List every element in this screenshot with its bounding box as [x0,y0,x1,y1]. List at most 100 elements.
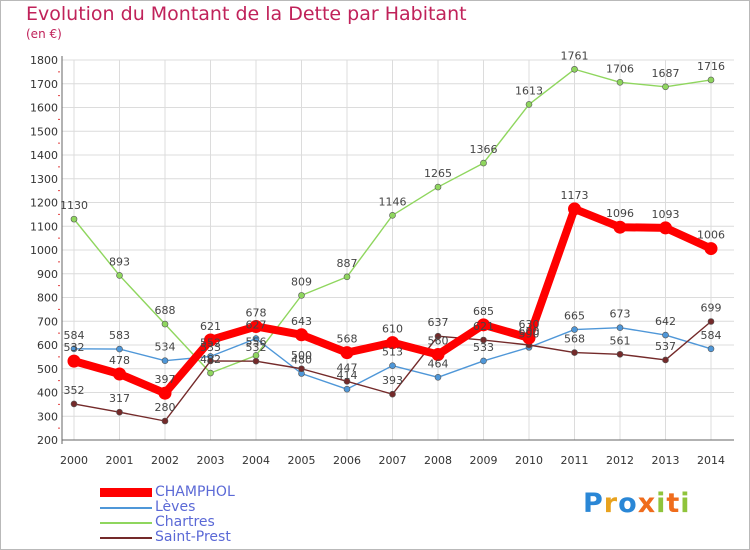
data-point-lèves [161,357,169,364]
data-label-saint-prest: 561 [610,334,631,347]
data-label-chartres: 1146 [379,195,407,208]
data-point-lèves [434,373,442,381]
data-point-champhol [568,202,581,216]
data-label-saint-prest: 532 [246,341,267,354]
x-tick-label: 2002 [151,454,179,467]
legend-swatch-champhol [100,488,152,497]
data-label-lèves: 642 [655,315,676,328]
data-label-chartres: 1761 [561,49,589,62]
data-point-lèves [389,362,396,369]
data-point-champhol [613,220,627,234]
data-label-lèves: 590 [519,327,540,340]
data-point-champhol [204,333,217,347]
y-tick-label: 1500 [30,125,58,138]
data-point-saint-prest [207,357,214,365]
data-label-champhol: 1096 [606,207,634,220]
logo-letter: P [583,488,604,519]
y-tick-label: 1000 [30,244,58,257]
data-label-chartres: 1716 [697,60,725,73]
data-label-champhol: 621 [200,320,221,333]
data-point-lèves [707,345,715,353]
logo-letter: o [618,488,638,519]
data-label-champhol: 678 [246,306,267,319]
data-label-lèves: 627 [246,319,267,332]
y-tick-label: 1100 [30,220,58,233]
x-tick-label: 2010 [515,454,543,467]
data-point-saint-prest [616,350,624,358]
data-point-saint-prest [161,417,169,425]
data-label-chartres: 809 [291,275,312,288]
data-label-saint-prest: 317 [109,392,130,405]
data-label-lèves: 534 [155,341,176,354]
y-tick-label: 500 [37,363,58,376]
data-label-lèves: 584 [701,329,722,342]
data-point-chartres [662,83,669,91]
data-label-saint-prest: 533 [200,341,221,354]
data-point-chartres [434,183,442,191]
data-point-chartres [525,101,533,108]
data-point-champhol [386,336,399,350]
data-label-lèves: 673 [610,308,631,321]
data-point-chartres [207,369,214,377]
legend-item-saint-prest: Saint-Prest [100,530,320,545]
data-label-chartres: 893 [109,255,130,268]
series [67,65,718,425]
logo-letter: t [666,488,681,519]
logo-letter: i [656,488,667,519]
legend-item-leves: Lèves [100,500,320,515]
data-label-saint-prest: 637 [428,316,449,329]
data-label-saint-prest: 600 [519,325,540,338]
legend-swatch-saint-prest [100,537,152,539]
y-tick-label: 600 [37,339,58,352]
legend-label-leves: Lèves [155,499,196,515]
data-point-champhol [67,354,81,368]
data-point-saint-prest [480,336,487,344]
data-label-saint-prest: 500 [291,349,312,362]
y-tick-label: 1400 [30,149,58,162]
legend-label-chartres: Chartres [155,514,215,530]
data-point-saint-prest [571,349,578,356]
data-label-champhol: 560 [428,335,449,348]
y-tick-label: 900 [37,268,58,281]
data-point-champhol [158,386,172,400]
data-label-chartres: 1706 [606,62,634,75]
data-label-champhol: 397 [155,373,176,386]
data-label-saint-prest: 568 [564,333,585,346]
data-label-lèves: 464 [428,357,449,370]
data-label-champhol: 630 [519,318,540,331]
legend-item-chartres: Chartres [100,515,320,530]
x-tick-label: 2014 [697,454,725,467]
unit-label: (en €) [26,27,62,41]
data-label-saint-prest: 393 [382,374,403,387]
data-point-champhol [704,242,718,256]
data-point-lèves [480,357,487,365]
data-label-chartres: 1265 [424,167,452,180]
logo-letter: i [680,488,691,519]
data-point-chartres [343,273,351,281]
data-label-champhol: 610 [382,323,403,336]
data-label-lèves: 533 [473,341,494,354]
data-point-lèves [662,331,669,339]
data-label-saint-prest: 352 [64,384,85,397]
data-point-saint-prest [389,390,396,398]
y-tick-label: 1600 [30,102,58,115]
data-label-champhol: 568 [337,333,358,346]
data-point-chartres [389,212,396,219]
data-label-chartres: 1366 [470,143,498,156]
data-label-lèves: 665 [564,310,585,323]
legend-label-champhol: CHAMPHOL [155,484,235,500]
data-point-chartres [161,320,169,328]
data-point-saint-prest [298,365,305,373]
x-tick-label: 2004 [242,454,270,467]
data-label-saint-prest: 621 [473,320,494,333]
data-point-saint-prest [434,332,442,340]
legend-swatch-leves [100,507,152,509]
logo-letter: x [637,488,657,519]
data-point-saint-prest [707,318,715,325]
data-point-lèves [252,335,260,342]
data-point-champhol [249,319,263,333]
data-point-champhol [295,328,308,342]
x-tick-label: 2007 [379,454,407,467]
